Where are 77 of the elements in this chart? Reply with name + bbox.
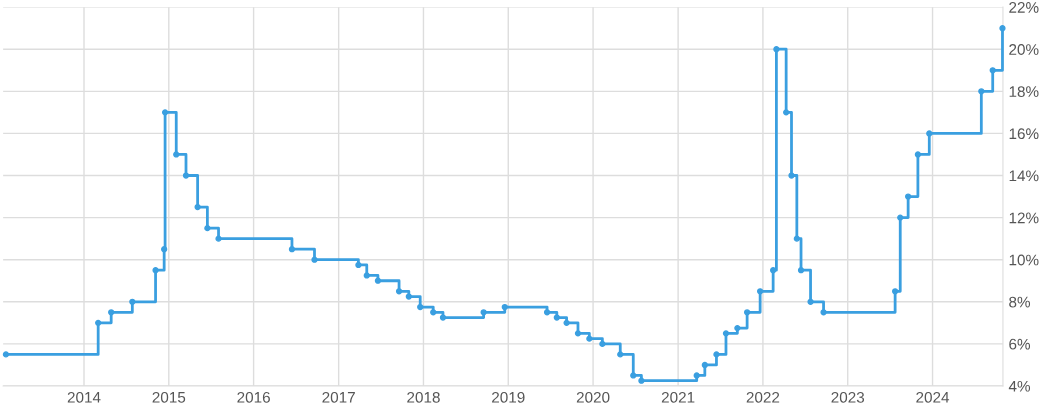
point bbox=[374, 277, 382, 284]
x-tick-label: 2022 bbox=[746, 391, 780, 403]
point bbox=[978, 88, 985, 95]
point bbox=[553, 314, 560, 321]
point bbox=[743, 309, 751, 316]
point bbox=[439, 314, 447, 321]
point bbox=[95, 319, 102, 326]
x-tick-label: 2018 bbox=[407, 391, 440, 403]
point bbox=[204, 225, 211, 232]
point bbox=[405, 293, 412, 300]
point bbox=[288, 246, 296, 253]
point bbox=[713, 351, 720, 358]
point bbox=[788, 172, 795, 179]
x-tick-label: 2024 bbox=[916, 391, 950, 403]
point bbox=[363, 272, 370, 279]
y-tick-label: 6% bbox=[1009, 338, 1031, 350]
point bbox=[173, 151, 180, 158]
point bbox=[773, 46, 780, 53]
point bbox=[182, 172, 190, 179]
point bbox=[897, 214, 904, 221]
y-tick-label: 8% bbox=[1009, 296, 1031, 308]
y-tick-label: 20% bbox=[1009, 44, 1039, 55]
point bbox=[194, 203, 201, 211]
point bbox=[543, 309, 551, 316]
point bbox=[215, 235, 222, 242]
x-tick-label: 2020 bbox=[576, 391, 610, 403]
point bbox=[161, 109, 169, 116]
x-tick-label: 2023 bbox=[831, 391, 865, 403]
y-tick-label: 22% bbox=[1009, 2, 1039, 13]
point bbox=[430, 309, 437, 316]
point bbox=[563, 319, 570, 326]
point bbox=[395, 288, 403, 295]
x-tick-label: 2021 bbox=[661, 391, 695, 403]
point bbox=[311, 256, 318, 263]
point bbox=[417, 303, 424, 311]
point bbox=[574, 330, 582, 337]
point bbox=[617, 351, 624, 358]
point bbox=[914, 151, 922, 158]
point bbox=[820, 309, 827, 316]
y-tick-label: 18% bbox=[1009, 86, 1039, 98]
x-tick-label: 2019 bbox=[492, 391, 525, 403]
point bbox=[355, 261, 362, 269]
y-tick-label: 14% bbox=[1009, 170, 1039, 182]
x-tick-label: 2015 bbox=[152, 391, 186, 403]
point bbox=[926, 130, 933, 137]
point bbox=[152, 267, 159, 274]
point bbox=[999, 25, 1006, 32]
point bbox=[757, 288, 764, 295]
point bbox=[129, 298, 136, 305]
x-tick-label: 2017 bbox=[322, 391, 355, 403]
point bbox=[734, 324, 741, 332]
point bbox=[722, 330, 730, 337]
y-tick-label: 10% bbox=[1009, 254, 1039, 266]
y-tick-label: 16% bbox=[1009, 128, 1039, 140]
x-tick-label: 2014 bbox=[67, 391, 101, 403]
point bbox=[2, 351, 10, 358]
point bbox=[783, 109, 790, 116]
x-tick-label: 2016 bbox=[237, 391, 270, 403]
point bbox=[905, 193, 912, 200]
point bbox=[630, 372, 637, 379]
point bbox=[599, 340, 606, 348]
y-tick-label: 12% bbox=[1009, 212, 1039, 224]
point bbox=[161, 246, 168, 253]
point bbox=[480, 309, 487, 316]
point bbox=[770, 267, 777, 274]
point bbox=[793, 235, 800, 242]
point bbox=[892, 288, 899, 295]
point bbox=[989, 67, 996, 74]
point bbox=[586, 335, 593, 342]
point bbox=[693, 372, 700, 379]
point bbox=[807, 298, 814, 305]
point bbox=[797, 267, 805, 274]
point bbox=[638, 377, 645, 384]
point bbox=[701, 361, 708, 369]
point bbox=[501, 303, 508, 311]
point bbox=[108, 309, 115, 316]
y-tick-label: 4% bbox=[1008, 380, 1031, 392]
